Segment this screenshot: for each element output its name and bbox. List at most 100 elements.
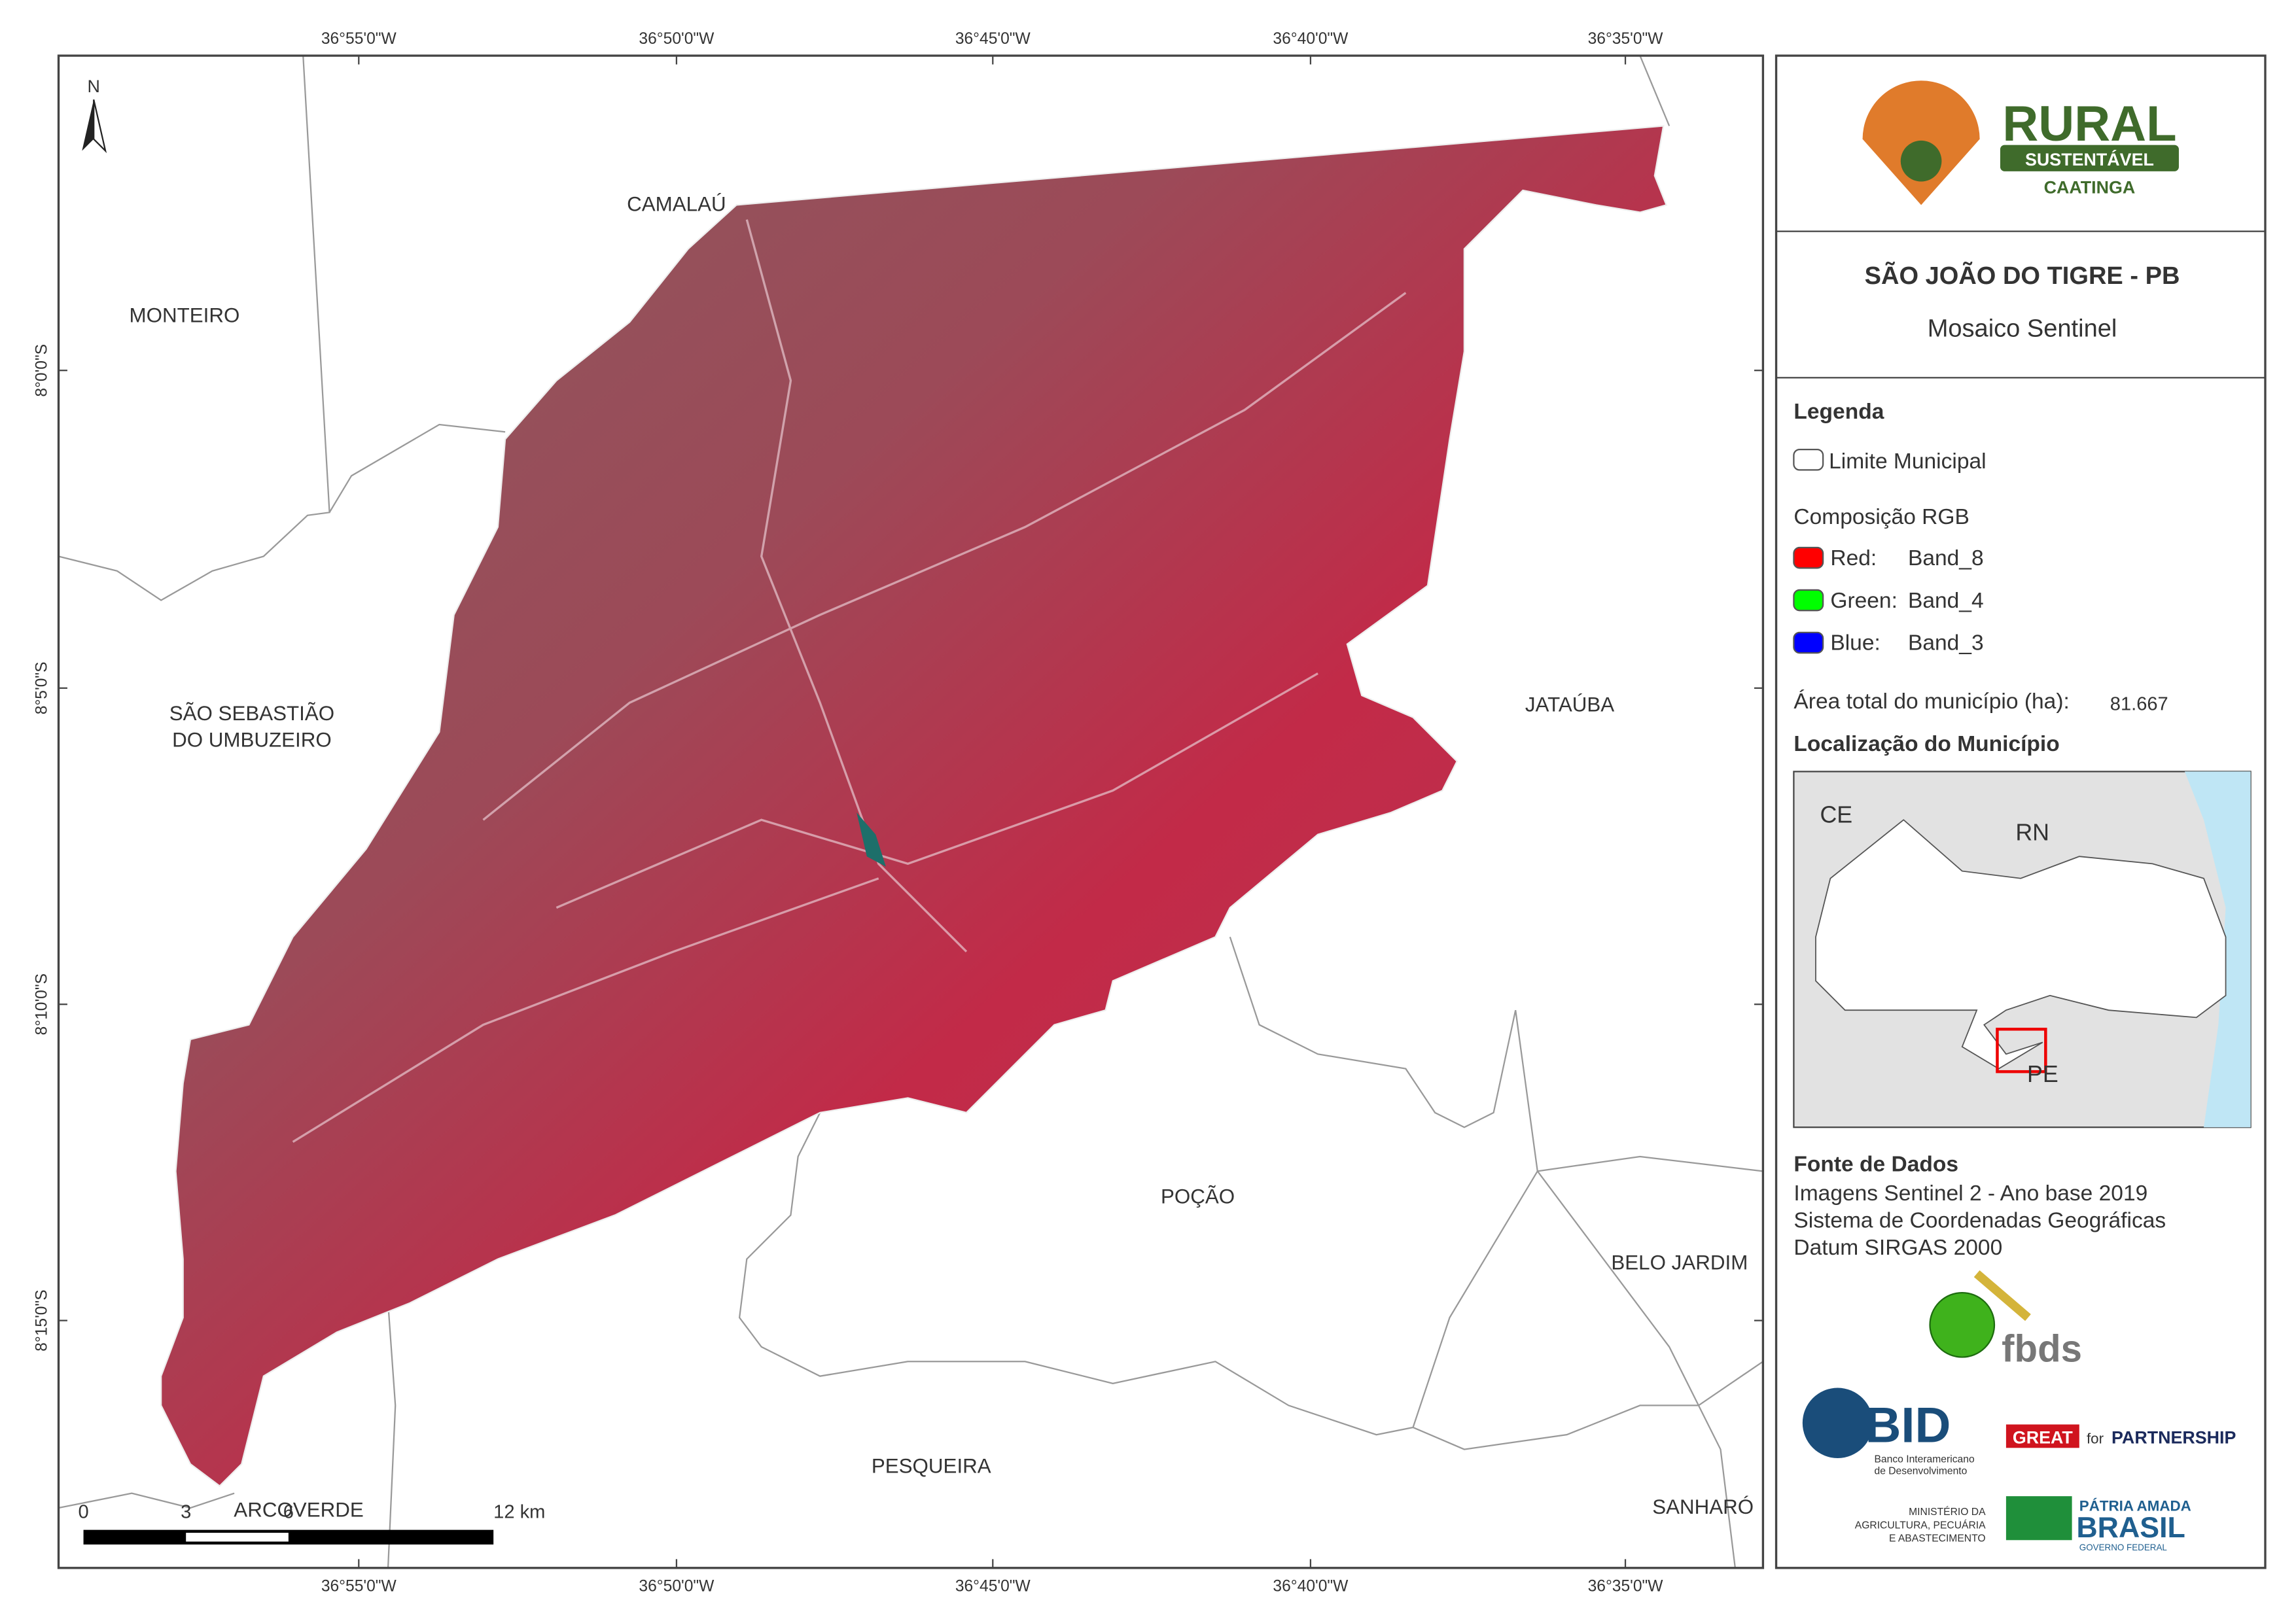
texture-line: [292, 877, 879, 1143]
scale-label: 3: [181, 1502, 191, 1523]
state-label: CE: [1820, 802, 1852, 828]
location-box: [1996, 1028, 2047, 1073]
longitude-label: 36°35'0"W: [1588, 30, 1664, 48]
texture-line: [556, 672, 1318, 909]
great-logo: [2005, 1424, 2079, 1448]
logo-text: RURAL: [2002, 96, 2176, 152]
partner-logo-text: GOVERNO FEDERAL: [2079, 1543, 2168, 1552]
legend-label: Band_4: [1908, 589, 1984, 613]
legend-label: Blue:: [1830, 631, 1880, 655]
partner-logo-text: PARTNERSHIP: [2111, 1428, 2236, 1448]
partner-logo-text: de Desenvolvimento: [1874, 1466, 1967, 1477]
bid-logo: [1802, 1387, 1873, 1458]
band-swatch: [1793, 631, 1824, 654]
state-label: PE: [2027, 1061, 2058, 1087]
place-label: BELO JARDIM: [1611, 1251, 1748, 1274]
latitude-label: 8°5'0"S: [33, 661, 51, 714]
partner-logo-text: Banco Interamericano: [1874, 1454, 1974, 1465]
partner-logo-text: BID: [1865, 1397, 1951, 1453]
longitude-label: 36°45'0"W: [955, 1578, 1031, 1596]
place-label: DO UMBUZEIRO: [172, 728, 332, 751]
graticule-ticks: [58, 56, 1763, 1568]
place-label: SÃO SEBASTIÃO: [169, 702, 334, 725]
scale-segment: [186, 1533, 289, 1542]
legend-label: Red:: [1830, 546, 1877, 570]
legend-label: Band_8: [1908, 546, 1984, 570]
longitude-label: 36°50'0"W: [639, 1578, 715, 1596]
legend-label: Limite Municipal: [1829, 449, 1987, 474]
boundary-line: [1412, 1170, 1763, 1450]
municipality-image: [160, 125, 1668, 1487]
boundary-line: [328, 423, 506, 513]
boundary-line: [1536, 1170, 1737, 1568]
place-label: PESQUEIRA: [872, 1454, 991, 1477]
boundary-swatch: [1793, 448, 1824, 471]
legend-heading: Legenda: [1793, 400, 1884, 424]
scale-label: 6: [283, 1502, 294, 1523]
longitude-label: 36°40'0"W: [1273, 30, 1349, 48]
fbds-logo: [1929, 1291, 1996, 1358]
labels: 36°55'0"W 36°55'0"W 36°50'0"W 36°50'0"W 36°4…: [33, 30, 2236, 1595]
boundary-line: [738, 1112, 1413, 1436]
sources-heading: Fonte de Dados: [1793, 1152, 1958, 1176]
longitude-label: 36°50'0"W: [639, 30, 715, 48]
area-value: 81.667: [2110, 693, 2168, 714]
longitude-label: 36°40'0"W: [1273, 1578, 1349, 1596]
latitude-label: 8°10'0"S: [33, 973, 51, 1035]
logo-band: [2000, 145, 2179, 171]
partner-logo-text: E ABASTECIMENTO: [1889, 1533, 1986, 1544]
brasil-logo: [2005, 1496, 2072, 1541]
partner-logo-text: AGRICULTURA, PECUÁRIA: [1855, 1518, 1986, 1531]
boundary-line: [1229, 936, 1517, 1128]
band-swatch: [1793, 589, 1824, 612]
partner-logo-text: BRASIL: [2076, 1511, 2185, 1544]
logo-tree: [1900, 140, 1942, 182]
boundary-line: [1515, 1010, 1763, 1172]
longitude-label: 36°45'0"W: [955, 30, 1031, 48]
rural-logo: [1862, 80, 2179, 205]
image-texture: [292, 219, 1407, 1143]
place-label: POÇÃO: [1161, 1185, 1235, 1208]
sources-line: Datum SIRGAS 2000: [1793, 1236, 2002, 1260]
map-frame: [57, 54, 1765, 1569]
logo-text: SUSTENTÁVEL: [2025, 149, 2154, 169]
place-label: ARCOVERDE: [234, 1498, 363, 1521]
reservoir: [857, 812, 886, 867]
legend-label: Green:: [1830, 589, 1898, 613]
scale-label: 0: [78, 1502, 88, 1523]
map-subtitle: Mosaico Sentinel: [1928, 315, 2117, 343]
place-label: JATAÚBA: [1525, 693, 1614, 716]
inset-heading: Localização do Município: [1793, 732, 2059, 756]
scale-bar: [83, 1529, 494, 1545]
inset-map: [1793, 771, 2252, 1128]
boundary-line: [387, 1302, 397, 1568]
partner-logo-text: GREAT: [2013, 1428, 2074, 1448]
band-swatch: [1793, 546, 1824, 569]
state-label: RN: [2015, 820, 2049, 846]
sources-line: Sistema de Coordenadas Geográficas: [1793, 1209, 2166, 1233]
boundary-line: [1639, 56, 1670, 126]
latitude-label: 8°0'0"S: [33, 344, 51, 397]
boundary-line: [58, 56, 330, 601]
place-label: MONTEIRO: [130, 304, 240, 326]
band-swatches: [1793, 546, 1824, 654]
fbds-logo: [1973, 1270, 2031, 1321]
ocean: [2184, 771, 2251, 1128]
logo-text: CAATINGA: [2044, 177, 2136, 197]
legend-label: Composição RGB: [1793, 505, 1969, 529]
state-pb: [1815, 819, 2227, 1070]
scale-label: 12 km: [493, 1502, 545, 1523]
area-label: Área total do município (ha):: [1793, 689, 2069, 714]
longitude-label: 36°55'0"W: [321, 1578, 397, 1596]
place-label: CAMALAÚ: [627, 192, 726, 215]
partner-logo-text: for: [2087, 1431, 2104, 1447]
boundaries: [58, 56, 1763, 1568]
longitude-label: 36°55'0"W: [321, 30, 397, 48]
legend-label: Band_3: [1908, 631, 1984, 655]
map-title: SÃO JOÃO DO TIGRE - PB: [1865, 261, 2180, 290]
sources-line: Imagens Sentinel 2 - Ano base 2019: [1793, 1181, 2147, 1206]
boundary-line: [58, 1492, 235, 1509]
partner-logo-text: PÁTRIA AMADA: [2079, 1498, 2191, 1514]
latitude-label: 8°15'0"S: [33, 1289, 51, 1351]
